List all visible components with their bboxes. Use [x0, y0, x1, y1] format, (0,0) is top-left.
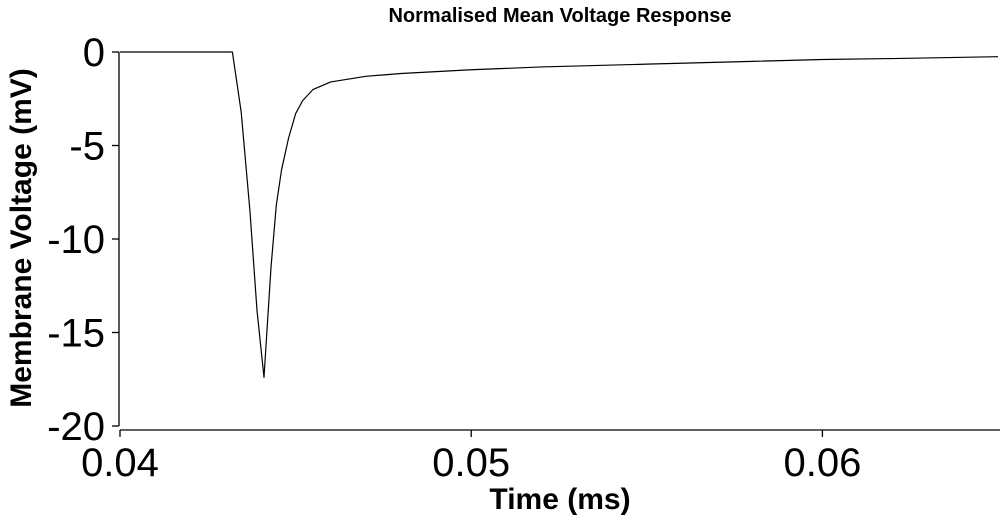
x-tick-label: 0.04 [81, 441, 159, 485]
y-tick-label: 0 [83, 31, 105, 75]
voltage-trace-line [120, 51, 999, 378]
x-axis: 0.04 0.05 0.06 [81, 429, 1000, 485]
x-ticks: 0.04 0.05 0.06 [81, 430, 861, 485]
x-axis-label: Time (ms) [489, 483, 630, 516]
y-axis-label: Membrane Voltage (mV) [5, 68, 38, 408]
y-tick-label: -5 [69, 125, 105, 169]
y-axis: 0 -5 -10 -15 -20 [47, 31, 120, 449]
x-tick-label: 0.06 [783, 441, 861, 485]
chart-title: Normalised Mean Voltage Response [388, 5, 731, 27]
y-tick-label: -20 [47, 405, 105, 449]
x-tick-label: 0.05 [432, 441, 510, 485]
y-ticks: 0 -5 -10 -15 -20 [47, 31, 119, 449]
y-tick-label: -15 [47, 312, 105, 356]
y-tick-label: -10 [47, 218, 105, 262]
